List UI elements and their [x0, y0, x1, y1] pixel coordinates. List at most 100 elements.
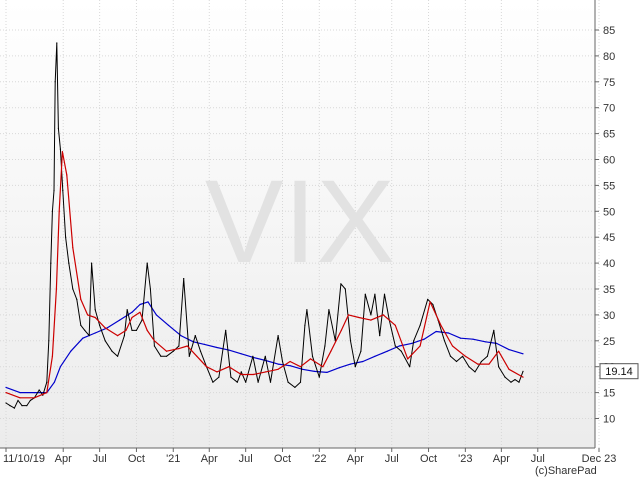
data-point: [212, 381, 214, 383]
data-point: [306, 309, 308, 311]
x-tick-label: Apr: [347, 453, 364, 465]
data-point: [94, 316, 96, 319]
data-point: [149, 288, 151, 290]
data-point: [340, 329, 342, 331]
data-point: [94, 309, 96, 311]
data-point: [203, 343, 206, 345]
data-point: [57, 127, 60, 129]
data-point: [370, 314, 372, 316]
data-point: [277, 363, 279, 365]
data-point: [289, 365, 291, 367]
last-value-badge: 19.14: [599, 363, 639, 380]
data-point: [56, 42, 58, 44]
data-point: [216, 371, 218, 373]
data-point: [125, 329, 127, 331]
data-point: [277, 335, 279, 337]
data-point: [449, 355, 452, 357]
data-point: [33, 392, 36, 394]
data-point: [53, 190, 55, 192]
data-point: [518, 381, 520, 383]
data-point: [172, 350, 174, 352]
data-point: [53, 381, 56, 383]
data-point: [423, 338, 425, 340]
data-point: [19, 392, 21, 394]
y-tick-label: 75: [603, 77, 615, 89]
data-point: [94, 332, 96, 334]
data-point: [245, 381, 247, 383]
data-point: [46, 381, 48, 383]
data-point: [440, 324, 442, 326]
data-point: [468, 366, 470, 368]
x-tick-label: Oct: [128, 453, 145, 465]
data-point: [50, 262, 52, 264]
data-point: [165, 355, 168, 357]
data-point: [326, 371, 328, 373]
data-point: [407, 358, 409, 360]
data-point: [48, 340, 50, 342]
data-point: [304, 324, 306, 326]
data-point: [59, 366, 62, 368]
series-ma-short: [5, 151, 524, 399]
data-point: [76, 298, 78, 300]
data-point: [289, 360, 291, 363]
data-point: [330, 350, 332, 352]
data-point: [167, 324, 170, 326]
data-point: [13, 407, 15, 409]
data-point: [153, 345, 155, 347]
data-point: [510, 381, 512, 383]
data-point: [486, 355, 488, 357]
y-tick-label: 25: [603, 336, 615, 348]
data-point: [409, 366, 411, 368]
data-point: [432, 303, 434, 306]
data-point: [87, 314, 89, 316]
data-point: [91, 262, 93, 264]
data-point: [38, 389, 40, 391]
watermark-text: VIX: [205, 156, 395, 288]
data-point: [59, 148, 62, 150]
data-point: [5, 386, 7, 388]
data-point: [194, 335, 196, 337]
x-tick-label: Apr: [493, 453, 510, 465]
data-point: [474, 371, 476, 373]
data-point: [84, 329, 86, 331]
y-tick-label: 30: [603, 310, 615, 322]
data-point: [447, 332, 450, 334]
data-point: [236, 381, 238, 383]
y-tick-label: 55: [603, 180, 615, 192]
data-point: [277, 368, 279, 370]
copyright-text: (c)SharePad: [535, 465, 597, 477]
data-point: [435, 330, 437, 333]
data-point: [522, 370, 524, 372]
data-point: [370, 319, 372, 321]
data-point: [318, 376, 320, 378]
y-tick-label: 60: [603, 155, 615, 167]
x-tick-label: Jul: [531, 453, 545, 465]
data-point: [61, 151, 64, 153]
data-point: [99, 324, 101, 326]
data-point: [472, 338, 474, 340]
data-point: [26, 405, 28, 407]
data-point: [160, 355, 162, 357]
data-point: [522, 353, 524, 355]
data-point: [104, 327, 106, 329]
data-point: [147, 301, 149, 303]
data-point: [354, 366, 356, 368]
data-point: [462, 355, 464, 357]
grid: [0, 0, 600, 448]
data-point: [281, 360, 284, 363]
data-point: [80, 298, 82, 300]
data-point: [68, 262, 70, 264]
data-point: [358, 316, 360, 319]
data-point: [419, 345, 421, 347]
x-tick-label: '23: [458, 453, 472, 465]
data-point: [186, 345, 188, 347]
x-tick-label: Jul: [385, 453, 399, 465]
data-point: [165, 350, 168, 352]
data-point: [240, 373, 242, 376]
data-point: [82, 337, 84, 339]
data-point: [33, 397, 36, 399]
data-point: [146, 262, 148, 264]
data-point: [126, 309, 128, 311]
data-point: [451, 345, 454, 347]
